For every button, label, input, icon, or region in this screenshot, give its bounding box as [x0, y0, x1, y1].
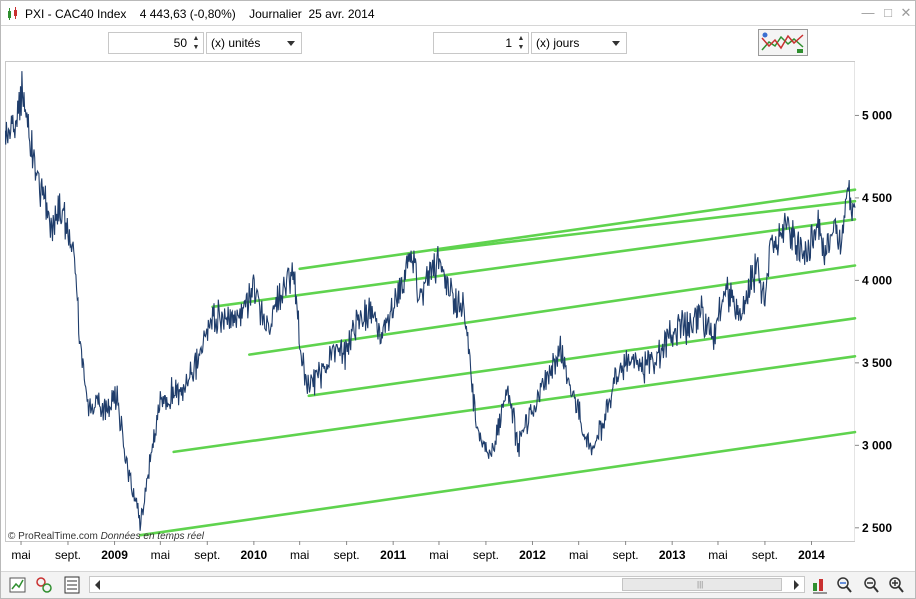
x-tick-label: 2012 [519, 548, 546, 562]
plot-area [5, 61, 856, 542]
x-tick-label: 2009 [101, 548, 128, 562]
x-tick-label: mai [151, 548, 170, 562]
data-source-watermark: © ProRealTime.com Données en temps réel [8, 531, 204, 542]
channel-line-5 [211, 218, 857, 309]
channel-line-2 [172, 354, 857, 454]
trading-strategy-button[interactable] [758, 29, 808, 56]
title-bar: PXI - CAC40 Index 4 443,63 (-0,80%) Jour… [1, 1, 915, 26]
window-title: PXI - CAC40 Index 4 443,63 (-0,80%) Jour… [25, 7, 375, 21]
x-tick-label: sept. [194, 548, 220, 562]
days-value: 1 [505, 36, 512, 50]
channel-line-6 [433, 199, 857, 252]
x-tick-label: sept. [473, 548, 499, 562]
x-tick-label: mai [11, 548, 30, 562]
scroll-left-icon[interactable] [95, 580, 100, 590]
units-stepper[interactable]: 50 ▲ ▼ [108, 32, 204, 54]
x-tick-label: 2013 [659, 548, 686, 562]
chevron-down-icon [612, 41, 620, 46]
chevron-down-icon [287, 41, 295, 46]
horizontal-scrollbar[interactable]: ||| [89, 576, 805, 593]
drawing-tools-icon[interactable] [811, 575, 829, 595]
days-dropdown-label: (x) jours [536, 36, 580, 50]
units-value: 50 [173, 36, 187, 50]
watermark-source: © ProRealTime.com [8, 531, 98, 542]
x-tick-label: mai [708, 548, 727, 562]
x-tick-label: 2011 [380, 548, 406, 562]
chart-settings-icon[interactable] [9, 575, 27, 595]
x-tick-label: sept. [752, 548, 778, 562]
zoom-in-icon[interactable] [887, 575, 905, 595]
minimize-icon[interactable]: — [861, 5, 875, 20]
y-tick-label: 5 000 [862, 108, 892, 122]
chart-svg[interactable]: 5 000 4 500 4 000 3 500 3 000 2 500 mai sept. 2… [5, 61, 913, 569]
y-axis-panel [855, 61, 913, 569]
scroll-grip: ||| [697, 580, 704, 589]
zoom-auto-icon[interactable] [835, 575, 853, 595]
price-series-line [5, 71, 856, 531]
scroll-right-icon[interactable] [794, 580, 799, 590]
x-tick-label: sept. [55, 548, 81, 562]
channel-line-7 [298, 188, 857, 271]
strategy-chart-icon [761, 32, 804, 53]
x-tick-label: sept. [334, 548, 360, 562]
candlestick-app-icon [8, 7, 17, 20]
list-icon[interactable] [63, 575, 81, 595]
price-chart[interactable]: 5 000 4 500 4 000 3 500 3 000 2 500 mai sept. 2… [5, 61, 913, 569]
x-tick-label: 2014 [798, 548, 825, 562]
units-dropdown-label: (x) unités [211, 36, 261, 50]
bottom-toolbar: ||| [1, 571, 915, 598]
x-tick-label: sept. [613, 548, 639, 562]
y-tick-label: 3 000 [862, 438, 892, 452]
close-icon[interactable]: ✕ [900, 5, 912, 20]
indicator-icon[interactable] [35, 575, 53, 595]
maximize-icon[interactable]: □ [884, 5, 892, 20]
watermark-note: Données en temps réel [100, 531, 204, 542]
toolbar: 50 ▲ ▼ (x) unités 1 ▲ ▼ (x) jours [1, 27, 915, 60]
y-tick-label: 4 000 [862, 273, 892, 287]
days-dropdown[interactable]: (x) jours [531, 32, 627, 54]
channel-line-1 [138, 430, 857, 537]
scrollbar-thumb[interactable]: ||| [622, 578, 782, 591]
days-stepper[interactable]: 1 ▲ ▼ [433, 32, 529, 54]
x-tick-label: 2010 [241, 548, 268, 562]
zoom-out-icon[interactable] [862, 575, 880, 595]
x-tick-label: mai [290, 548, 309, 562]
x-tick-label: mai [569, 548, 588, 562]
stepper-arrows-icon[interactable]: ▲ ▼ [517, 35, 525, 51]
y-tick-label: 3 500 [862, 356, 892, 370]
y-tick-label: 4 500 [862, 191, 892, 205]
units-dropdown[interactable]: (x) unités [206, 32, 302, 54]
x-tick-label: mai [429, 548, 448, 562]
channel-line-3 [307, 316, 857, 398]
stepper-arrows-icon[interactable]: ▲ ▼ [192, 35, 200, 51]
y-tick-label: 2 500 [862, 521, 892, 535]
